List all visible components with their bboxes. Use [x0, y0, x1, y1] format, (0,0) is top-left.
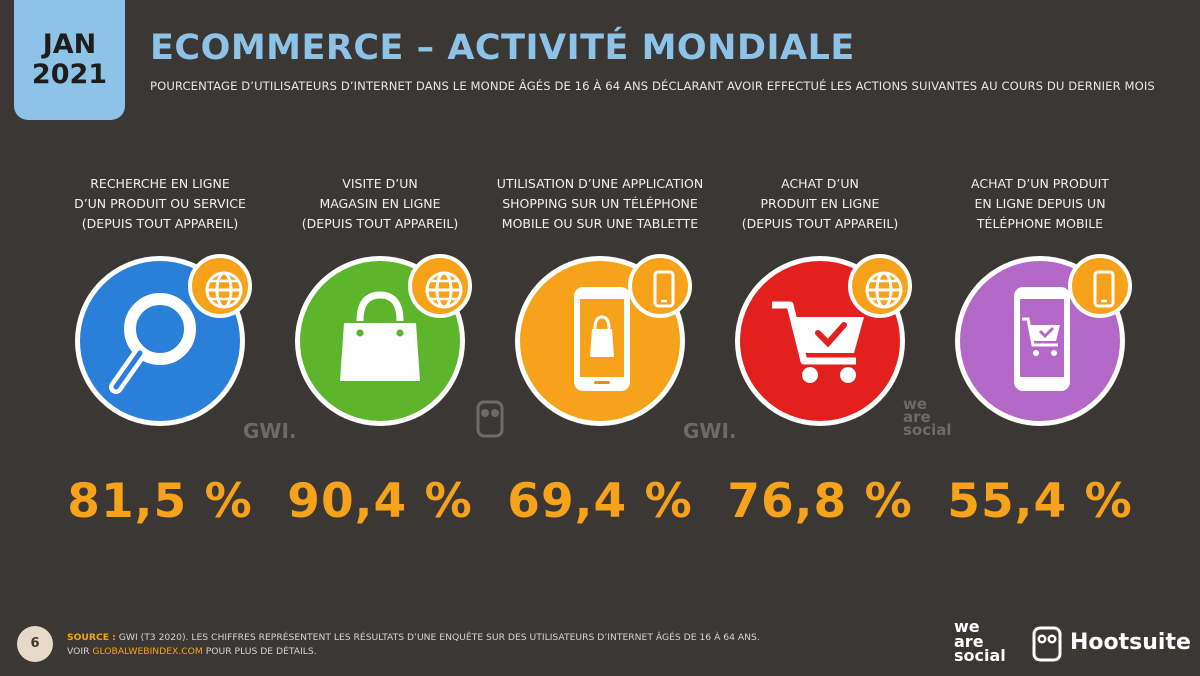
we-are-social-logo: we are social	[954, 617, 1006, 665]
stat-column: ACHAT D’UN PRODUIT EN LIGNE DEPUIS UN TÉ…	[930, 174, 1150, 529]
stat-label: UTILISATION D’UNE APPLICATION SHOPPING S…	[496, 176, 704, 231]
stat-label: RECHERCHE EN LIGNE D’UN PRODUIT OU SERVI…	[74, 176, 246, 231]
owl-icon	[1032, 626, 1062, 662]
hootsuite-logo: Hootsuite	[1032, 626, 1191, 662]
see-suffix: POUR PLUS DE DÉTAILS.	[202, 646, 317, 657]
stat-column: ACHAT D’UN PRODUIT EN LIGNE (DEPUIS TOUT…	[710, 174, 930, 529]
stat-column: VISITE D’UN MAGASIN EN LIGNE (DEPUIS TOU…	[270, 174, 490, 529]
globe-icon	[408, 254, 472, 318]
stat-label: ACHAT D’UN PRODUIT EN LIGNE DEPUIS UN TÉ…	[971, 176, 1109, 231]
source-link[interactable]: GLOBALWEBINDEX.COM	[92, 646, 203, 657]
globe-icon	[188, 254, 252, 318]
phone-icon	[628, 254, 692, 318]
source-text: GWI (T3 2020). LES CHIFFRES REPRÉSENTENT…	[115, 632, 760, 643]
stat-label: ACHAT D’UN PRODUIT EN LIGNE (DEPUIS TOUT…	[741, 176, 899, 231]
page-title: ECOMMERCE – ACTIVITÉ MONDIALE	[150, 28, 855, 68]
date-tab: JAN 2021	[14, 0, 125, 120]
footer-source: SOURCE : GWI (T3 2020). LES CHIFFRES REP…	[67, 631, 760, 659]
date-year: 2021	[31, 59, 108, 90]
globe-icon	[848, 254, 912, 318]
stat-value: 90,4 %	[287, 474, 473, 529]
stat-value: 81,5 %	[67, 474, 253, 529]
stat-column: UTILISATION D’UNE APPLICATION SHOPPING S…	[490, 174, 710, 529]
see-prefix: VOIR	[67, 646, 93, 657]
stat-value: 69,4 %	[507, 474, 693, 529]
gwi-watermark: GWI.	[243, 419, 297, 443]
stat-column: RECHERCHE EN LIGNE D’UN PRODUIT OU SERVI…	[50, 174, 270, 529]
hootsuite-wordmark: Hootsuite	[1070, 630, 1191, 655]
stat-value: 76,8 %	[727, 474, 913, 529]
stat-value: 55,4 %	[947, 474, 1133, 529]
page-subtitle: POURCENTAGE D’UTILISATEURS D’INTERNET DA…	[150, 79, 1155, 93]
stat-label: VISITE D’UN MAGASIN EN LIGNE (DEPUIS TOU…	[301, 176, 459, 231]
phone-icon	[1068, 254, 1132, 318]
gwi-watermark: GWI.	[683, 419, 737, 443]
page-number: 6	[17, 626, 53, 662]
owl-watermark-icon	[476, 400, 504, 442]
date-month: JAN	[42, 29, 97, 60]
phone-cart-icon	[955, 256, 1125, 426]
source-label: SOURCE :	[67, 632, 116, 643]
we-are-social-watermark: we are social	[903, 395, 952, 439]
